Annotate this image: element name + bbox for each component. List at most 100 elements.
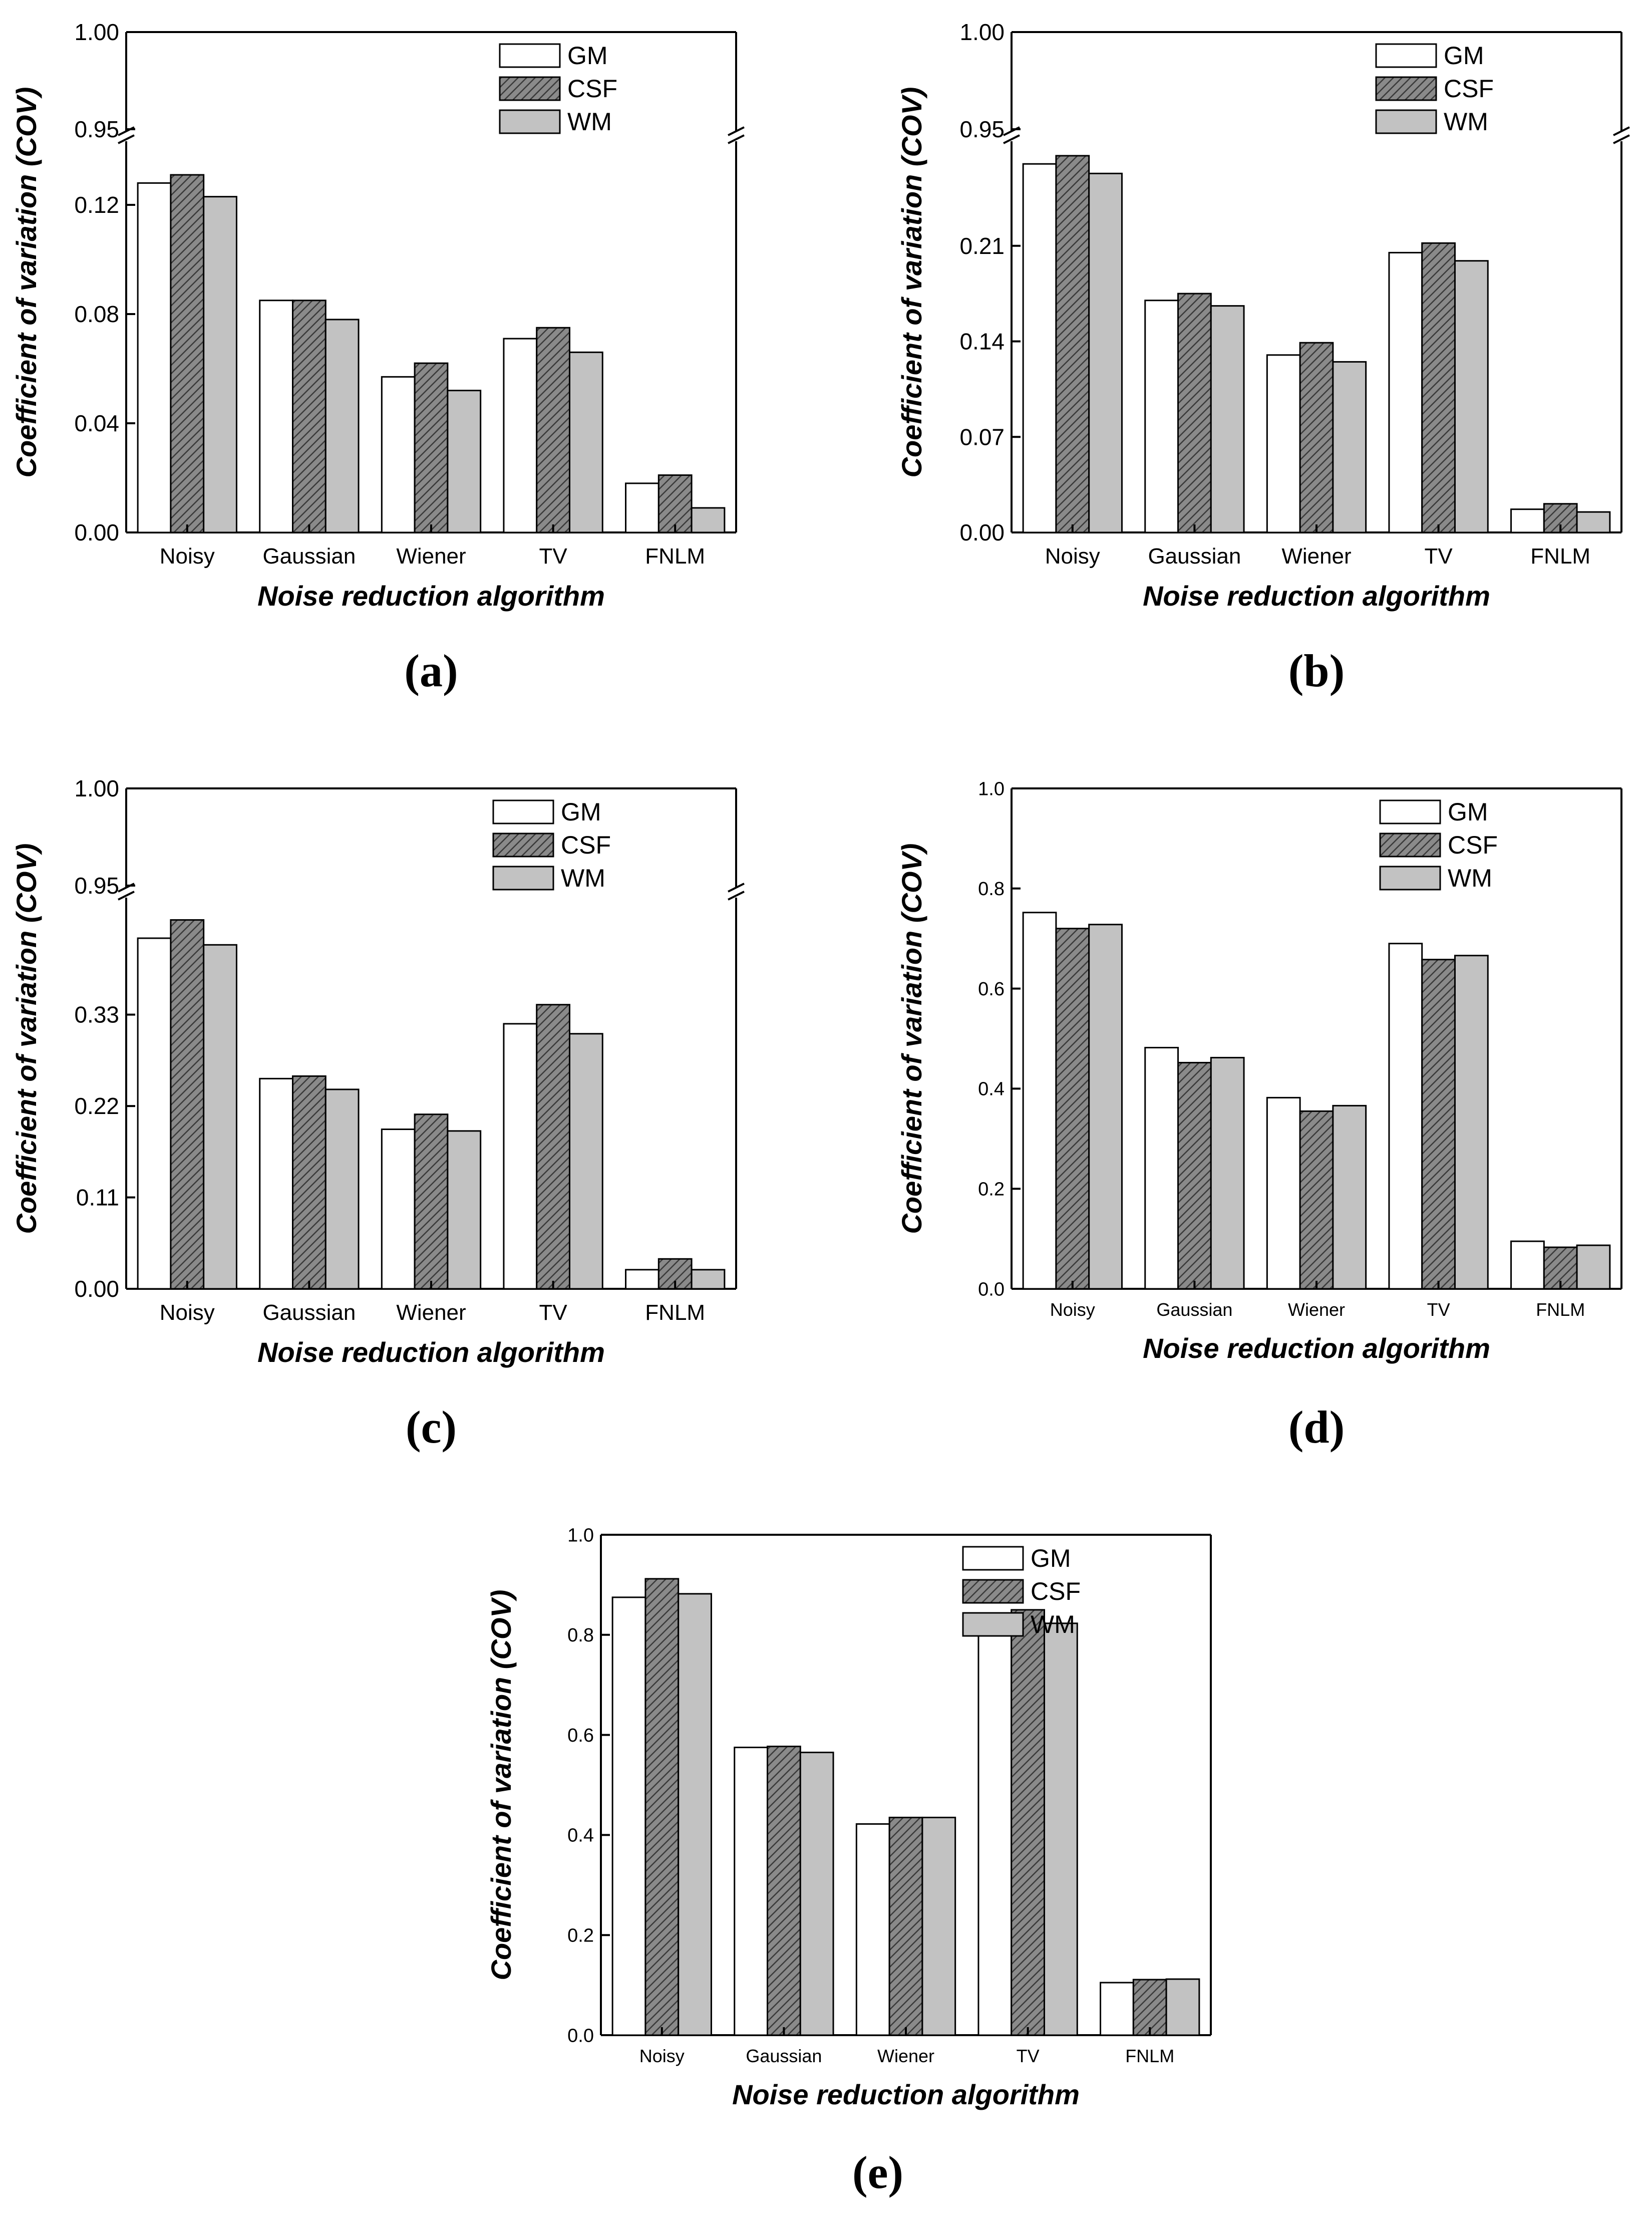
bar-gm-noisy bbox=[137, 937, 172, 1290]
y-tick-label: 0.00 bbox=[74, 519, 119, 545]
legend-label-csf: CSF bbox=[561, 831, 611, 859]
bar-wm-tv bbox=[1043, 1622, 1078, 2036]
bar-wm-tv bbox=[1454, 955, 1489, 1290]
bar-wm-gaussian bbox=[799, 1752, 834, 2036]
x-axis-label: Noise reduction algorithm bbox=[257, 1336, 605, 1368]
legend-label-wm: WM bbox=[1031, 1610, 1075, 1638]
panel-label: (d) bbox=[1288, 1402, 1345, 1453]
y-tick-label-upper: 1.00 bbox=[74, 19, 119, 45]
y-tick-label: 0.2 bbox=[978, 1179, 1005, 1200]
y-tick-label: 0.33 bbox=[74, 1002, 119, 1028]
x-tick-label: Gaussian bbox=[262, 1300, 356, 1325]
bar-csf-wiener bbox=[1299, 342, 1334, 533]
x-tick-label: Gaussian bbox=[746, 2046, 822, 2066]
bar-csf-tv bbox=[536, 327, 570, 533]
axis-break-mark bbox=[118, 134, 135, 144]
legend-swatch-gm bbox=[492, 799, 554, 824]
legend: GM CSF WM bbox=[1375, 42, 1494, 136]
legend-label-gm: GM bbox=[1448, 798, 1488, 826]
bar-csf-noisy bbox=[1055, 928, 1090, 1290]
bar-csf-noisy bbox=[1055, 155, 1090, 533]
bar-gm-fnlm bbox=[1510, 508, 1545, 533]
bar-csf-gaussian bbox=[292, 300, 326, 533]
bar-wm-fnlm bbox=[691, 1269, 726, 1290]
bar-gm-wiener bbox=[1266, 1096, 1301, 1290]
legend: GM CSF WM bbox=[492, 798, 611, 892]
bar-gm-noisy bbox=[1022, 912, 1057, 1290]
x-axis-label: Noise reduction algorithm bbox=[1143, 580, 1490, 612]
y-axis-label: Coefficient of variation (COV) bbox=[896, 844, 927, 1234]
axis-break-mark bbox=[728, 891, 745, 901]
bar-wm-wiener bbox=[1332, 361, 1367, 533]
legend-swatch-csf bbox=[492, 832, 554, 858]
bar-wm-gaussian bbox=[1210, 1056, 1245, 1290]
bar-csf-noisy bbox=[644, 1578, 680, 2036]
y-tick-label: 0.8 bbox=[978, 879, 1005, 900]
x-tick-label: TV bbox=[539, 1300, 567, 1325]
legend-swatch-gm bbox=[962, 1546, 1024, 1571]
y-tick-label-upper: 0.95 bbox=[74, 116, 119, 142]
bar-gm-wiener bbox=[1266, 354, 1301, 533]
bar-wm-wiener bbox=[921, 1816, 956, 2036]
bar-wm-noisy bbox=[1088, 924, 1123, 1290]
bar-csf-tv bbox=[1421, 242, 1456, 533]
legend-swatch-csf bbox=[1375, 76, 1437, 101]
bar-wm-noisy bbox=[203, 196, 237, 533]
x-axis-label: Noise reduction algorithm bbox=[257, 580, 605, 612]
legend-label-csf: CSF bbox=[567, 75, 617, 103]
x-tick-label: FNLM bbox=[645, 1300, 705, 1325]
bar-gm-wiener bbox=[381, 1129, 416, 1290]
chart-panel-c: 0.00 0.11 0.22 0.33 0.95 1.00 Noisy Gaussian Wie… bbox=[11, 775, 745, 1453]
bar-wm-gaussian bbox=[1210, 305, 1245, 533]
y-tick-label: 0.14 bbox=[959, 329, 1005, 355]
bar-csf-noisy bbox=[170, 919, 205, 1290]
bar-gm-gaussian bbox=[259, 1077, 294, 1290]
x-axis-label: Noise reduction algorithm bbox=[732, 2079, 1080, 2110]
x-tick-label: Gaussian bbox=[1148, 544, 1241, 569]
legend-swatch-gm bbox=[1379, 799, 1441, 824]
chart-panel-b: 0.00 0.07 0.14 0.21 0.95 1.00 Noisy Gaussian Wie… bbox=[896, 19, 1630, 696]
axis-break-mark bbox=[728, 126, 745, 136]
chart-panel-d: 0.0 0.2 0.4 0.6 0.8 1.0 Noisy Gaussian Wiener TV F… bbox=[896, 778, 1622, 1453]
y-axis-label: Coefficient of variation (COV) bbox=[485, 1590, 517, 1981]
legend-label-gm: GM bbox=[561, 798, 601, 826]
bar-gm-fnlm bbox=[1100, 1982, 1134, 2036]
legend-label-csf: CSF bbox=[1444, 75, 1494, 103]
legend-swatch-gm bbox=[499, 43, 561, 68]
axis-break-mark bbox=[1613, 134, 1630, 144]
x-tick-label: Wiener bbox=[1281, 544, 1351, 569]
panel-label: (c) bbox=[406, 1402, 457, 1453]
bar-csf-tv bbox=[536, 1004, 570, 1290]
y-tick-label: 0.22 bbox=[74, 1093, 119, 1119]
y-tick-label: 0.6 bbox=[978, 979, 1005, 1000]
y-axis-label: Coefficient of variation (COV) bbox=[11, 87, 42, 478]
bar-gm-gaussian bbox=[734, 1747, 769, 2036]
x-tick-label: FNLM bbox=[1125, 2046, 1174, 2066]
bar-csf-tv bbox=[1421, 959, 1456, 1290]
y-tick-label: 0.0 bbox=[978, 1279, 1005, 1300]
panel-label: (e) bbox=[852, 2147, 903, 2198]
x-tick-label: FNLM bbox=[1536, 1299, 1585, 1320]
y-tick-label-upper: 0.95 bbox=[74, 873, 119, 899]
bar-gm-tv bbox=[503, 1023, 538, 1290]
axis-break-mark bbox=[118, 891, 135, 901]
bar-wm-gaussian bbox=[324, 1088, 360, 1290]
y-tick-label: 0.8 bbox=[567, 1625, 594, 1646]
y-tick-label-upper: 1.00 bbox=[959, 19, 1005, 45]
bar-csf-gaussian bbox=[292, 1075, 326, 1290]
chart-panel-e: 0.0 0.2 0.4 0.6 0.8 1.0 Noisy Gaussian Wiener TV F… bbox=[485, 1525, 1212, 2198]
legend-swatch-csf bbox=[1379, 832, 1441, 858]
bar-gm-fnlm bbox=[625, 1269, 659, 1290]
bar-csf-wiener bbox=[888, 1816, 923, 2036]
bar-wm-wiener bbox=[447, 1130, 482, 1290]
x-tick-label: Noisy bbox=[639, 2046, 685, 2066]
axis-break-mark bbox=[1003, 134, 1020, 144]
y-tick-label: 1.0 bbox=[978, 778, 1005, 799]
legend-swatch-csf bbox=[962, 1579, 1024, 1604]
y-tick-label: 0.11 bbox=[76, 1185, 119, 1211]
x-axis-label: Noise reduction algorithm bbox=[1143, 1332, 1490, 1364]
bar-gm-noisy bbox=[137, 182, 172, 533]
y-tick-label: 0.08 bbox=[74, 301, 119, 327]
y-tick-label: 0.00 bbox=[959, 519, 1005, 545]
legend: GM CSF WM bbox=[499, 42, 617, 136]
